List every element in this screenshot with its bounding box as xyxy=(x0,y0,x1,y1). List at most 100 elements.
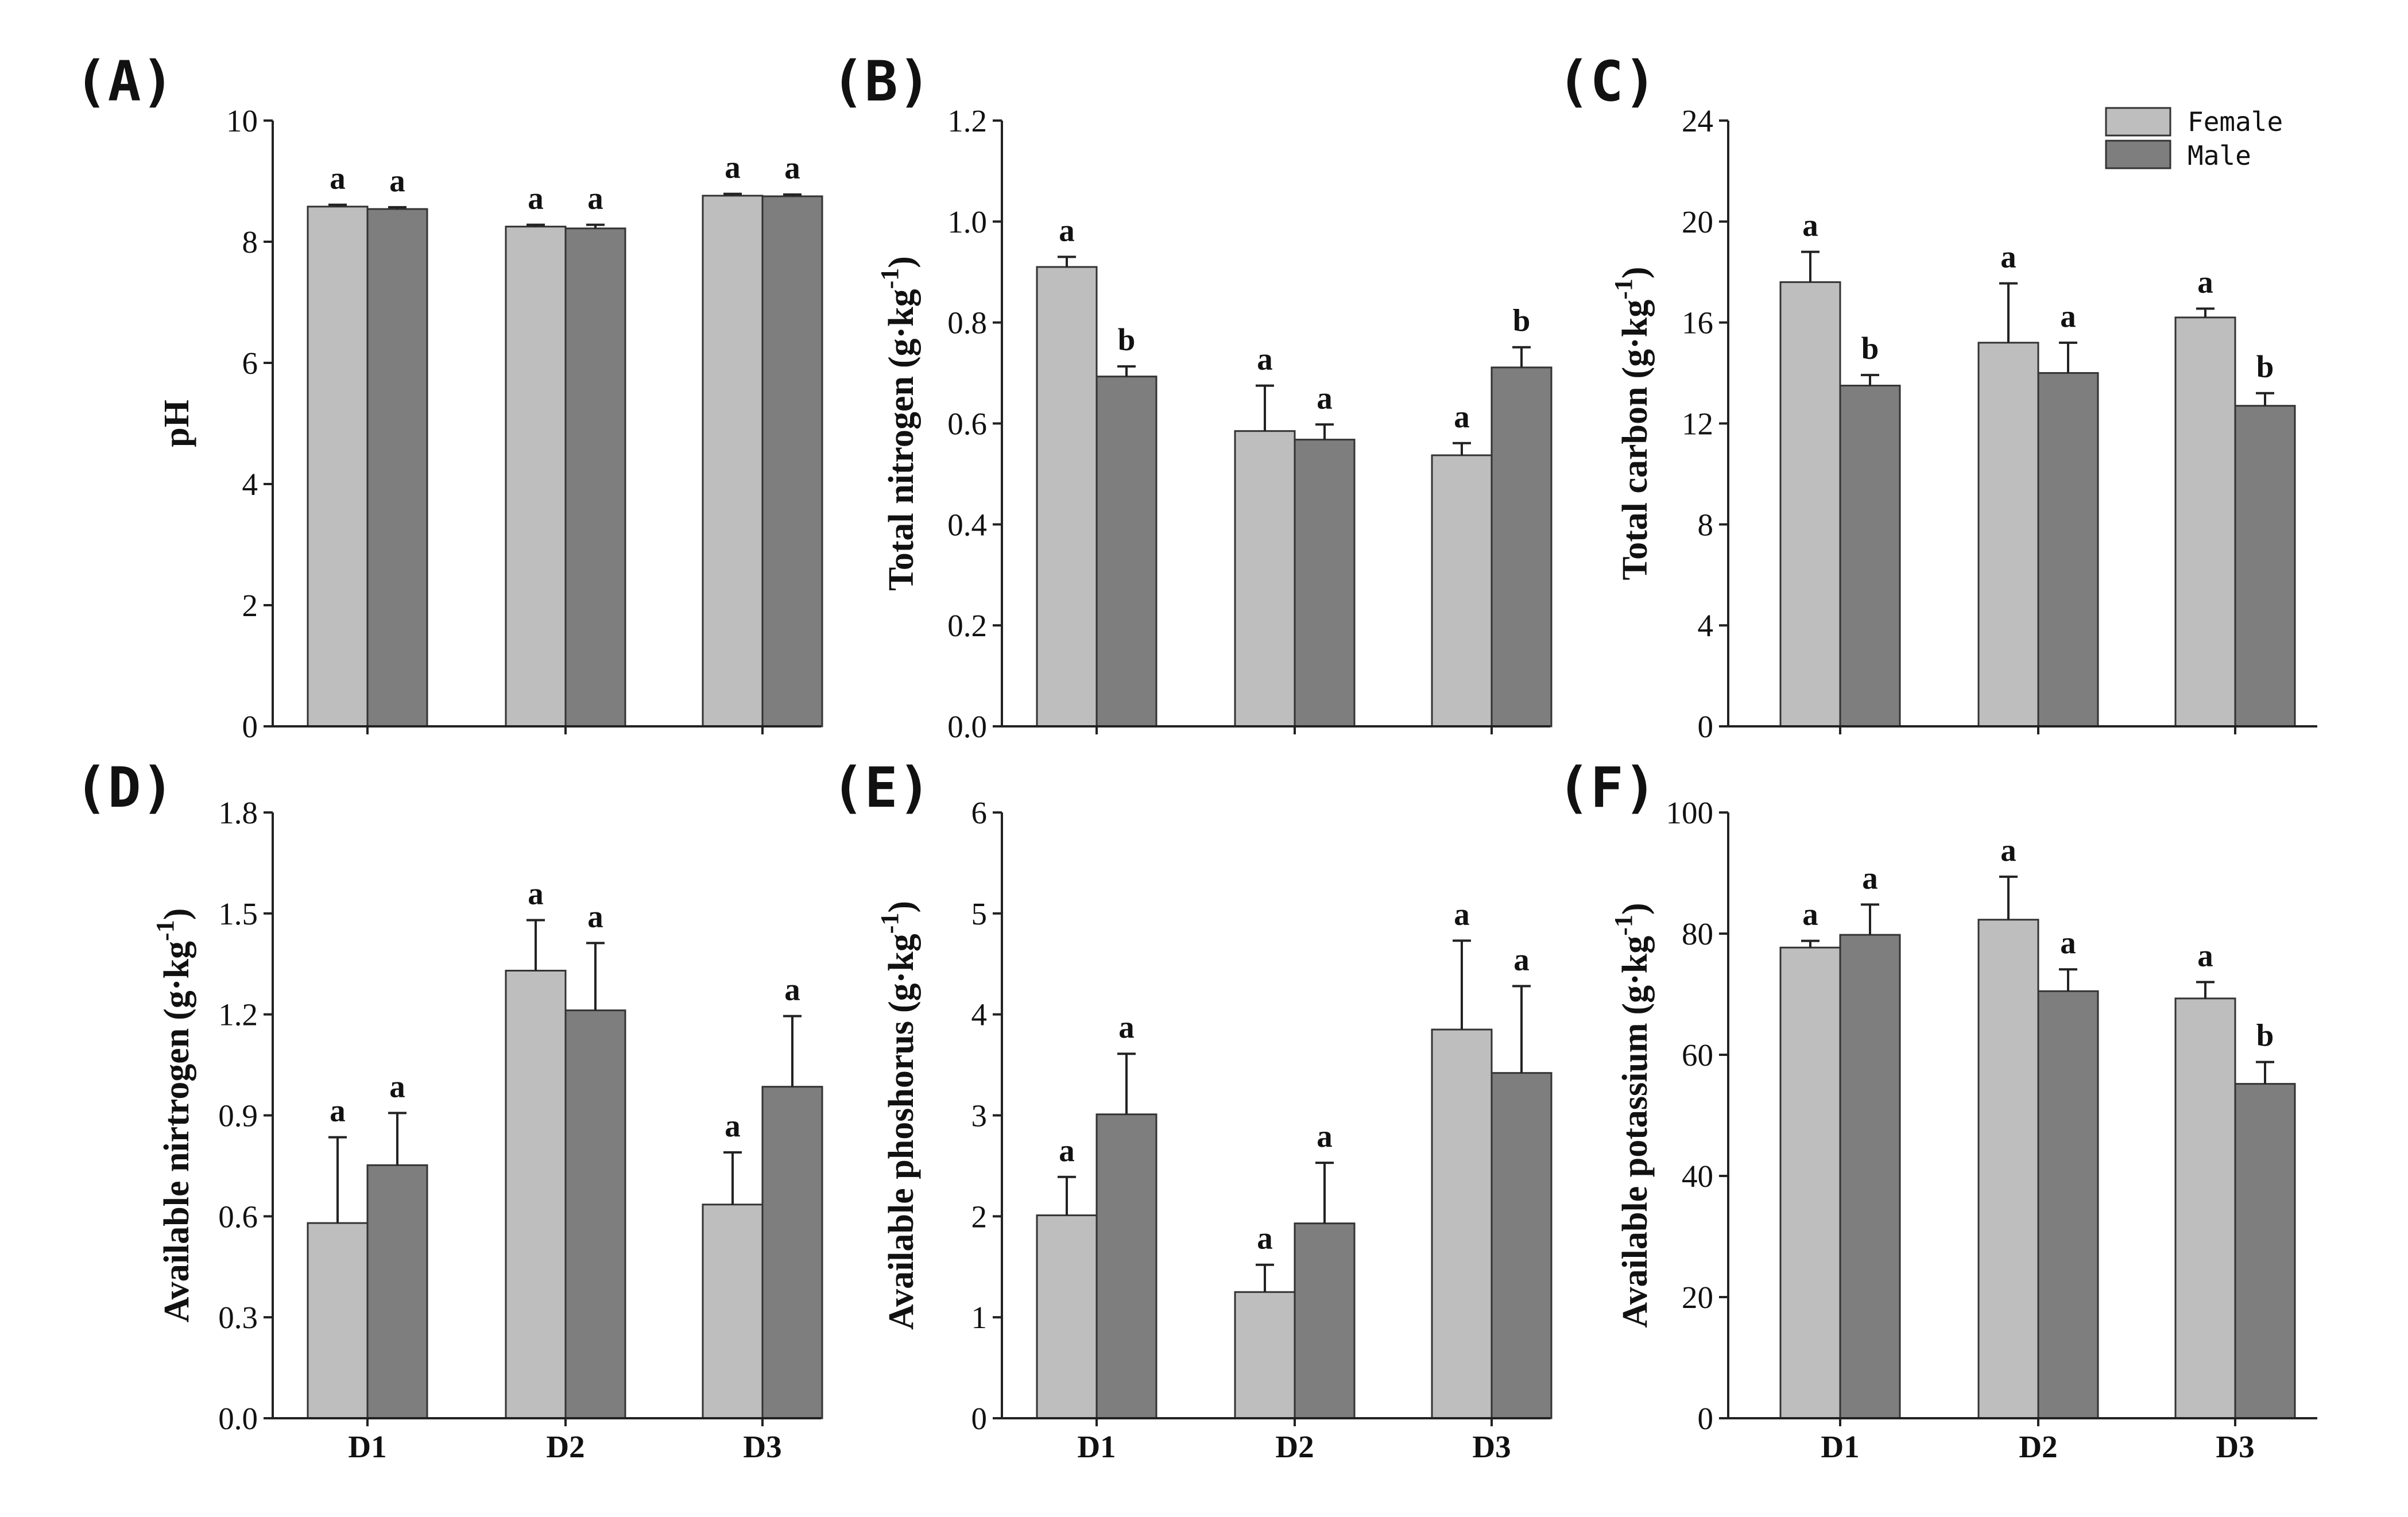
panel-label: (F) xyxy=(1557,756,1656,820)
significance-letter: a xyxy=(725,1108,741,1143)
significance-letter: b xyxy=(1513,303,1531,338)
bar-male-d2 xyxy=(2037,372,2099,727)
bar-male-d2 xyxy=(2037,990,2099,1419)
chart-panel-d: (D) a a a a a a 0.0 0.3 0.6 0.9 1.2 1.5 1.8 D1 D2 D3 Avai… xyxy=(75,756,823,1464)
bar-female-d3 xyxy=(702,1203,764,1419)
y-axis-title-unit: (g·kg xyxy=(1616,300,1655,379)
panel-label: (B) xyxy=(831,49,931,114)
y-tick-label: 100 xyxy=(1666,795,1714,830)
y-tick-label: 8 xyxy=(1698,507,1714,542)
bar-female-d1 xyxy=(1036,1214,1098,1419)
significance-letter: a xyxy=(1454,896,1470,931)
y-axis-title: pH xyxy=(157,400,196,447)
y-tick-label: 0.2 xyxy=(947,608,987,643)
bar-female-d2 xyxy=(1234,1291,1296,1419)
significance-letter: a xyxy=(2000,833,2016,868)
y-tick-label: 0.4 xyxy=(947,507,987,542)
panel-label: (A) xyxy=(75,49,174,114)
significance-letter: a xyxy=(528,876,544,911)
significance-letter: a xyxy=(1454,399,1470,434)
significance-letter: a xyxy=(1862,860,1878,895)
y-tick-label: 1.0 xyxy=(947,204,987,239)
y-tick-label: 0.8 xyxy=(947,305,987,340)
bar-female-d1 xyxy=(1036,266,1098,727)
bar-male-d1 xyxy=(366,1164,428,1419)
panel-label: (D) xyxy=(75,756,174,820)
legend-label-male: Male xyxy=(2188,140,2251,171)
significance-letter: a xyxy=(2060,925,2076,960)
panels: (A)aaaaaa0246810pH(B)aaabab0.00.20.40.60… xyxy=(75,49,2317,1464)
y-axis-title-superscript: -1 xyxy=(1609,278,1637,300)
bar-female-d2 xyxy=(1234,430,1296,727)
significance-letter: a xyxy=(1118,1009,1135,1044)
y-tick-label: 12 xyxy=(1682,407,1713,442)
y-tick-label: 24 xyxy=(1682,103,1713,138)
y-tick-label: 5 xyxy=(971,896,988,931)
significance-letter: a xyxy=(1802,897,1818,932)
bar-female-d3 xyxy=(1431,1028,1493,1419)
bar-female-d3 xyxy=(2174,316,2236,727)
y-tick-label: 16 xyxy=(1682,305,1713,340)
y-tick-label: 8 xyxy=(242,225,258,260)
significance-letter: a xyxy=(1059,212,1075,247)
bar-male-d3 xyxy=(2234,1083,2296,1419)
bar-male-d3 xyxy=(1491,366,1553,727)
bar-male-d2 xyxy=(1294,1222,1356,1419)
y-tick-label: 0 xyxy=(242,709,258,744)
bar-male-d1 xyxy=(366,208,428,727)
y-tick-label: 0.6 xyxy=(947,407,987,442)
significance-letter: a xyxy=(1802,208,1818,243)
bar-male-d3 xyxy=(1491,1072,1553,1419)
y-axis-title-superscript: -1 xyxy=(1609,915,1637,936)
significance-letter: a xyxy=(1317,380,1333,415)
y-axis-title: Total carbon (g·kg-1) xyxy=(1609,266,1655,580)
x-tick-label: D3 xyxy=(743,1429,781,1464)
bar-male-d2 xyxy=(564,1009,626,1419)
y-tick-label: 1 xyxy=(971,1300,988,1335)
y-tick-label: 2 xyxy=(242,588,258,623)
significance-letter: b xyxy=(1861,331,1879,366)
x-tick-label: D3 xyxy=(1472,1429,1511,1464)
x-tick-label: D2 xyxy=(1275,1429,1314,1464)
y-tick-label: 20 xyxy=(1682,1280,1713,1315)
x-tick-label: D1 xyxy=(348,1429,386,1464)
significance-letter: a xyxy=(784,150,800,185)
y-tick-label: 0 xyxy=(1698,1401,1714,1436)
x-tick-label: D1 xyxy=(1077,1429,1116,1464)
significance-letter: a xyxy=(1513,942,1530,977)
y-tick-label: 20 xyxy=(1682,204,1713,239)
y-axis-title-superscript: -1 xyxy=(876,268,904,289)
y-axis-title-close: ) xyxy=(882,901,921,913)
bar-female-d2 xyxy=(505,226,567,727)
y-tick-label: 6 xyxy=(971,795,988,830)
y-tick-label: 3 xyxy=(971,1098,988,1133)
y-axis-title-name: Available phoshorus xyxy=(882,1021,921,1330)
y-tick-label: 1.5 xyxy=(218,896,258,931)
significance-letter: a xyxy=(725,150,741,185)
x-tick-label: D2 xyxy=(546,1429,584,1464)
chart-panel-a: (A) a a a a a a 0 2 4 6 8 10 pH xyxy=(75,49,823,744)
y-tick-label: 0 xyxy=(971,1401,988,1436)
y-axis-title-unit: (g·kg xyxy=(882,289,921,368)
bar-male-d1 xyxy=(1095,1113,1157,1419)
bar-female-d1 xyxy=(307,206,369,727)
bar-male-d3 xyxy=(761,195,823,727)
bar-male-d1 xyxy=(1839,934,1901,1419)
y-tick-label: 0.6 xyxy=(218,1199,258,1234)
y-axis-title-close: ) xyxy=(1616,266,1655,278)
y-tick-label: 0 xyxy=(1698,709,1714,744)
bar-female-d2 xyxy=(1977,342,2039,727)
bar-female-d3 xyxy=(2174,997,2236,1419)
y-tick-label: 1.2 xyxy=(947,103,987,138)
significance-letter: a xyxy=(1257,1221,1273,1256)
bar-male-d1 xyxy=(1095,376,1157,727)
y-axis-title-unit: (g·kg xyxy=(157,941,196,1020)
y-axis-title-name: Total carbon xyxy=(1616,387,1655,581)
y-axis-title: Available potassium (g·kg-1) xyxy=(1609,903,1655,1328)
bar-male-d3 xyxy=(2234,405,2296,727)
chart-panel-f: (F) a a a a a b 0 20 40 60 80 100 D1 D2 D3 Available pot… xyxy=(1557,756,2317,1464)
y-axis-title-name: pH xyxy=(157,400,196,447)
y-tick-label: 4 xyxy=(242,467,258,502)
y-tick-label: 0.9 xyxy=(218,1098,258,1133)
